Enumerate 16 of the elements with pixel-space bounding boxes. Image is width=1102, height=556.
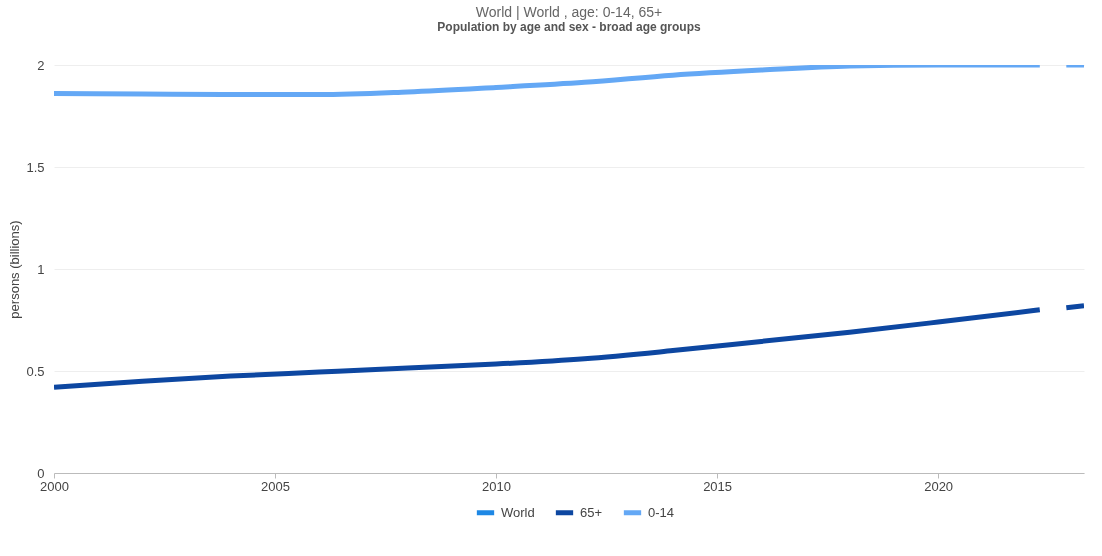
x-tick-label: 2015 [703, 478, 733, 494]
y-tick-label: 0 [37, 465, 45, 481]
y-tick-label: 2 [37, 57, 45, 73]
x-tick-label: 2005 [261, 478, 290, 494]
y-tick-label: 1 [37, 261, 45, 277]
legend-label: World [501, 504, 535, 520]
chart-subtitle: Population by age and sex - broad age groups [437, 20, 702, 34]
y-axis-title: persons (billions) [7, 220, 23, 319]
chart-title: World | World , age: 0-14, 65+ [475, 4, 663, 20]
x-tick-label: 2000 [40, 478, 69, 494]
y-tick-label: 1.5 [26, 159, 45, 175]
legend-label: 0-14 [648, 504, 675, 520]
legend-label: 65+ [580, 504, 603, 520]
x-tick-label: 2010 [482, 478, 512, 494]
x-tick-label: 2020 [924, 478, 954, 494]
y-tick-label: 0.5 [26, 363, 45, 379]
